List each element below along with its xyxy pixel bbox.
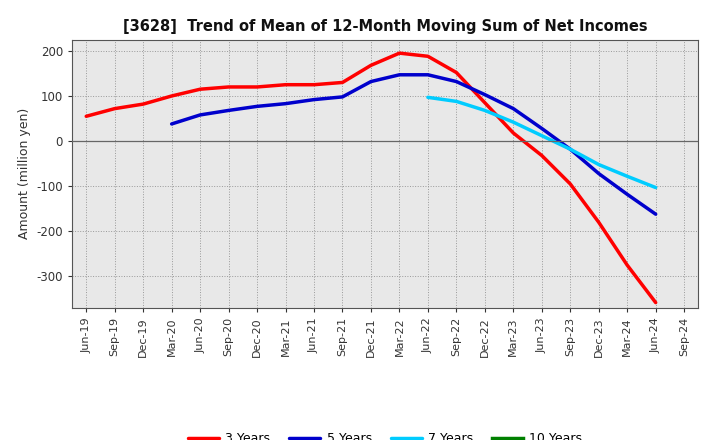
Y-axis label: Amount (million yen): Amount (million yen) <box>18 108 31 239</box>
Legend: 3 Years, 5 Years, 7 Years, 10 Years: 3 Years, 5 Years, 7 Years, 10 Years <box>183 427 588 440</box>
Title: [3628]  Trend of Mean of 12-Month Moving Sum of Net Incomes: [3628] Trend of Mean of 12-Month Moving … <box>123 19 647 34</box>
